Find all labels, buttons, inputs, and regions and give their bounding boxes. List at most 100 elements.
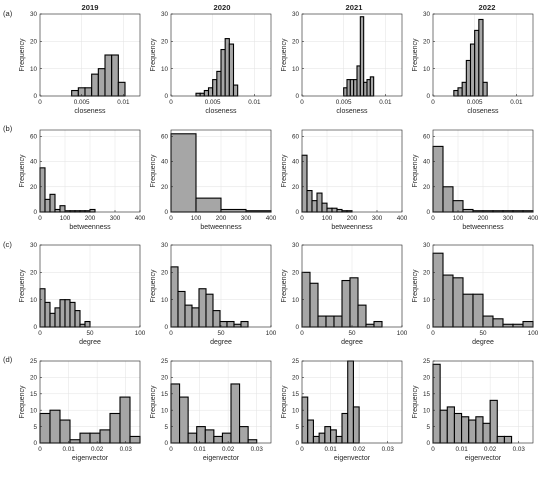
y-axis-label: Frequency xyxy=(412,38,419,72)
y-axis-label: Frequency xyxy=(19,269,26,303)
histogram-bar xyxy=(177,290,186,328)
y-tick-label: 20 xyxy=(30,39,38,46)
histogram-bar xyxy=(474,29,480,97)
histogram-bar xyxy=(478,18,484,97)
histogram-bar xyxy=(59,419,71,444)
histogram-bar xyxy=(39,412,51,444)
histogram-bar xyxy=(301,396,309,444)
histogram-bar xyxy=(432,145,444,213)
histogram-bar xyxy=(239,426,249,444)
histogram-bar xyxy=(489,399,498,444)
y-tick-label: 0 xyxy=(33,93,37,100)
x-tick-label: 0 xyxy=(300,446,304,453)
y-tick-label: 20 xyxy=(423,184,431,191)
histogram-bar xyxy=(469,43,476,97)
x-axis-label: betweenness xyxy=(200,224,242,231)
y-tick-label: 60 xyxy=(292,134,300,141)
x-axis-label: eigenvector xyxy=(203,455,240,462)
histogram-bar xyxy=(179,396,189,444)
x-tick-label: 0 xyxy=(38,215,42,222)
y-tick-label: 10 xyxy=(30,407,38,414)
y-tick-label: 20 xyxy=(161,39,169,46)
y-tick-label: 0 xyxy=(426,324,430,331)
x-tick-label: 0 xyxy=(38,99,42,106)
histogram-bar xyxy=(224,38,230,97)
histogram-bar xyxy=(213,435,223,444)
histogram-bar xyxy=(79,323,86,328)
y-tick-label: 15 xyxy=(30,391,38,398)
x-tick-label: 0 xyxy=(431,330,435,337)
histogram-bar xyxy=(195,197,222,213)
histogram-bar xyxy=(357,304,367,328)
histogram-bar xyxy=(462,208,474,213)
histogram-bar xyxy=(49,409,61,444)
histogram-bar xyxy=(44,301,51,328)
histogram-bar xyxy=(204,429,215,444)
y-tick-label: 15 xyxy=(161,391,169,398)
y-tick-label: 0 xyxy=(295,324,299,331)
plot-frame-eigenvector-2019 xyxy=(39,360,141,444)
histogram-bar xyxy=(232,84,239,97)
y-axis-label: Frequency xyxy=(281,38,288,72)
y-tick-label: 20 xyxy=(30,270,38,277)
histogram-bar xyxy=(321,202,328,213)
x-tick-label: 50 xyxy=(348,330,356,337)
x-tick-label: 0.005 xyxy=(74,99,90,106)
y-tick-label: 0 xyxy=(164,440,168,447)
y-axis-label: Frequency xyxy=(150,385,157,419)
x-tick-label: 0.03 xyxy=(382,446,395,453)
histogram-bar xyxy=(365,323,375,328)
y-tick-label: 30 xyxy=(292,242,300,249)
histogram-bar xyxy=(54,208,61,213)
histogram-bar xyxy=(199,92,205,97)
y-axis-label: Frequency xyxy=(412,385,419,419)
x-tick-label: 400 xyxy=(397,215,408,222)
x-tick-label: 0.01 xyxy=(193,446,206,453)
x-tick-label: 0.02 xyxy=(91,446,104,453)
histogram-bar xyxy=(205,293,214,328)
histogram-bar xyxy=(119,396,131,444)
histogram-bar xyxy=(316,192,323,213)
histogram-bar xyxy=(482,422,491,444)
y-axis-label: Frequency xyxy=(412,269,419,303)
histogram-bar xyxy=(341,279,351,328)
x-axis-label: eigenvector xyxy=(465,455,502,462)
column-title-2019: 2019 xyxy=(82,3,99,12)
y-tick-label: 30 xyxy=(30,11,38,18)
histogram-bar xyxy=(74,310,81,328)
y-tick-label: 5 xyxy=(295,424,299,431)
y-tick-label: 20 xyxy=(423,270,431,277)
x-tick-label: 0.005 xyxy=(467,99,483,106)
histogram-bar xyxy=(475,416,484,444)
x-axis-label: closeness xyxy=(205,108,237,115)
x-tick-label: 0 xyxy=(431,215,435,222)
histogram-bar xyxy=(170,266,179,328)
row-label-d: (d) xyxy=(3,355,13,364)
x-axis-label: betweenness xyxy=(331,224,373,231)
x-tick-label: 0.02 xyxy=(353,446,366,453)
plot-frame-closeness-2020 xyxy=(170,13,272,97)
histogram-bar xyxy=(352,406,360,444)
histogram-bar xyxy=(439,409,448,444)
x-tick-label: 100 xyxy=(322,215,333,222)
y-axis-label: Frequency xyxy=(281,385,288,419)
y-tick-label: 0 xyxy=(295,209,299,216)
histogram-bar xyxy=(59,205,66,213)
x-tick-label: 300 xyxy=(372,215,383,222)
x-axis-label: degree xyxy=(472,339,494,346)
histogram-bar xyxy=(317,315,327,328)
histogram-bar xyxy=(240,320,249,328)
y-tick-label: 10 xyxy=(292,66,300,73)
y-tick-label: 0 xyxy=(164,324,168,331)
histogram-bar xyxy=(465,59,472,97)
histogram-bar xyxy=(461,416,470,444)
y-tick-label: 60 xyxy=(30,134,38,141)
histogram-bar xyxy=(373,320,383,328)
x-tick-label: 0.01 xyxy=(62,446,75,453)
histogram-bar xyxy=(492,318,504,328)
x-tick-label: 200 xyxy=(85,215,96,222)
histogram-bar xyxy=(432,363,441,444)
y-tick-label: 0 xyxy=(426,93,430,100)
y-tick-label: 20 xyxy=(423,39,431,46)
